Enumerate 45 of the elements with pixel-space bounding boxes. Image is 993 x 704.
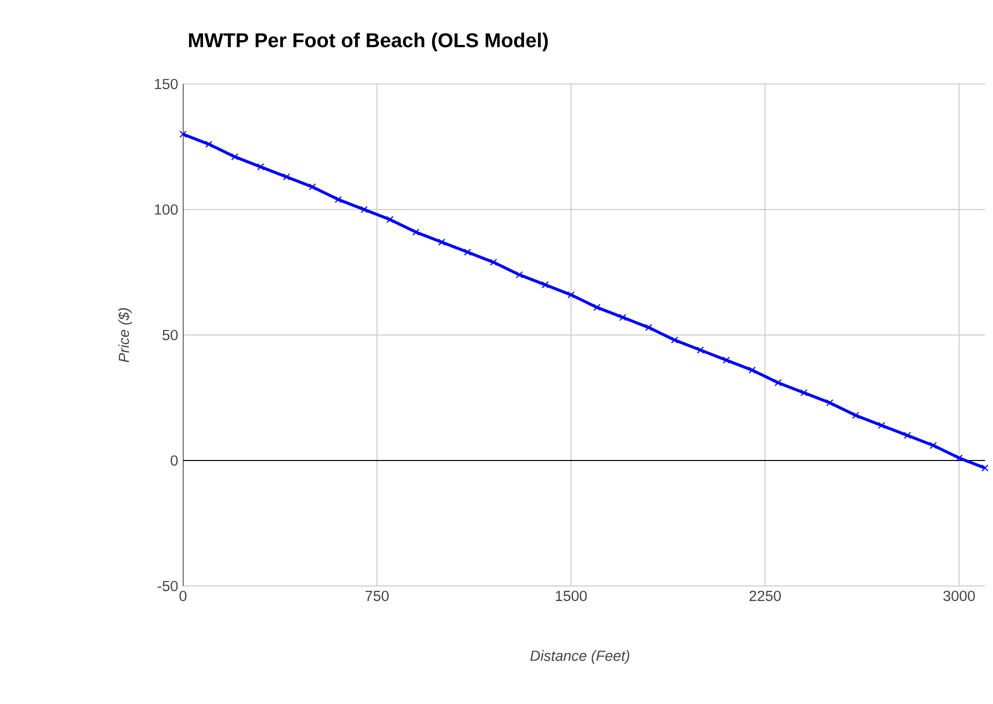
y-tick-label: 50 xyxy=(162,330,178,340)
y-tick-label: -50 xyxy=(158,580,178,592)
point xyxy=(334,196,342,204)
y-tick-label: 0 xyxy=(170,455,178,466)
point xyxy=(722,356,730,364)
point xyxy=(748,366,756,374)
point xyxy=(696,346,704,354)
x-tick-label: 1500 xyxy=(556,590,587,602)
point xyxy=(800,389,808,396)
point xyxy=(179,130,187,138)
chart-title: MWTP Per Foot of Beach (OLS Model) xyxy=(189,32,548,52)
point xyxy=(670,336,678,344)
point xyxy=(308,183,316,190)
point xyxy=(282,173,290,180)
x-tick-label: 0 xyxy=(179,590,186,602)
point xyxy=(774,379,782,386)
point xyxy=(516,271,523,278)
y-tick-label: 150 xyxy=(154,78,178,90)
point xyxy=(438,238,446,246)
point xyxy=(619,314,626,321)
point xyxy=(826,399,834,406)
point xyxy=(878,422,886,429)
x-axis-title: Distance (Feet) xyxy=(530,650,630,664)
point xyxy=(593,304,600,311)
point xyxy=(542,281,549,288)
point xyxy=(956,454,963,462)
point xyxy=(464,248,472,256)
y-axis-title: Price ($) xyxy=(118,308,132,362)
point xyxy=(231,153,238,160)
point xyxy=(490,258,498,266)
x-tick-label: 2250 xyxy=(750,590,781,602)
x-tick-label: 750 xyxy=(366,590,389,602)
point xyxy=(904,432,911,439)
point xyxy=(645,324,652,332)
y-tick-label: 100 xyxy=(154,204,178,215)
point xyxy=(852,412,860,419)
point xyxy=(360,206,368,214)
point xyxy=(386,216,394,224)
x-tick-label: 3000 xyxy=(943,590,975,602)
point xyxy=(412,228,420,236)
point xyxy=(568,291,575,298)
point xyxy=(205,140,212,148)
point xyxy=(257,163,264,170)
point xyxy=(930,442,937,449)
point xyxy=(981,464,989,472)
